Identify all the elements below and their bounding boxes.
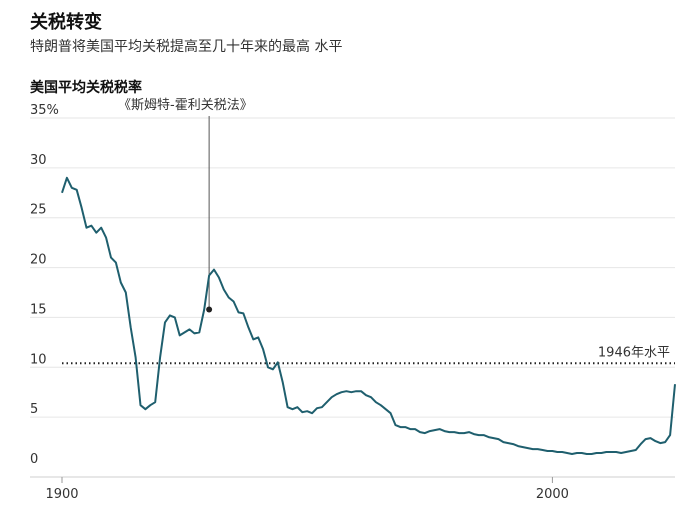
x-tick-label: 1900	[45, 487, 78, 502]
smoot-hawley-marker	[206, 306, 213, 313]
smoot-hawley-label: 《斯姆特-霍利关税法》	[118, 98, 253, 113]
y-tick-label: 30	[30, 153, 47, 168]
y-tick-label: 10	[30, 352, 47, 367]
chart-title: 美国平均关税税率	[30, 80, 142, 96]
tariff-rate-line	[61, 176, 676, 455]
reference-label-1946: 1946年水平	[598, 345, 670, 360]
y-tick-label: 20	[30, 253, 47, 268]
y-tick-label: 15	[30, 302, 47, 317]
y-tick-label: 5	[30, 402, 38, 417]
page-title: 关税转变	[30, 12, 102, 33]
x-axis-ticks: 1900 2000	[45, 477, 569, 502]
y-tick-label: 0	[30, 452, 38, 467]
y-tick-label: 25	[30, 203, 47, 218]
page-subtitle: 特朗普将美国平均关税提高至几十年来的最高 水平	[30, 39, 343, 55]
y-axis-ticks: 0 5 10 15 20 25 30 35%	[30, 103, 59, 467]
x-tick-label: 2000	[536, 487, 569, 502]
y-tick-label: 35%	[30, 103, 59, 118]
